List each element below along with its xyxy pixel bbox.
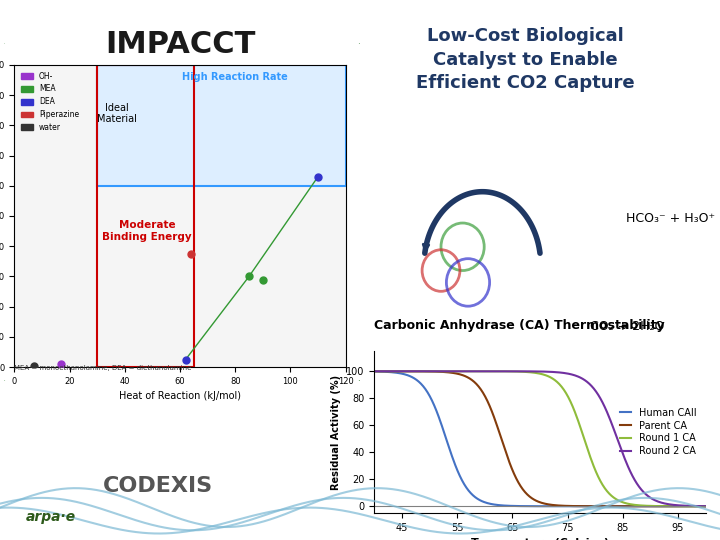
X-axis label: Heat of Reaction (kJ/mol): Heat of Reaction (kJ/mol) xyxy=(119,392,241,401)
Round 1 CA xyxy=(566,399,575,405)
Text: Moderate
Binding Energy: Moderate Binding Energy xyxy=(102,220,192,242)
Point xyxy=(180,355,192,364)
Round 2 CA xyxy=(573,373,582,380)
Text: IMPACCT: IMPACCT xyxy=(105,30,255,59)
Text: Ideal
Material: Ideal Material xyxy=(96,103,137,124)
Round 2 CA xyxy=(370,368,379,375)
Round 2 CA xyxy=(566,371,575,377)
Round 2 CA xyxy=(670,502,679,508)
Point xyxy=(312,172,324,181)
Human CAII xyxy=(372,368,380,375)
Round 2 CA xyxy=(649,496,658,503)
Parent CA xyxy=(649,503,658,509)
Round 2 CA xyxy=(567,371,576,377)
Round 1 CA xyxy=(670,503,679,509)
Text: Low-Cost Biological
Catalyst to Enable
Efficient CO2 Capture: Low-Cost Biological Catalyst to Enable E… xyxy=(416,27,635,92)
Text: CO₂ + 2H₂O: CO₂ + 2H₂O xyxy=(590,320,665,333)
Round 1 CA xyxy=(573,415,582,421)
Round 1 CA xyxy=(370,368,379,375)
Parent CA xyxy=(370,368,379,375)
Y-axis label: Residual Activity (%): Residual Activity (%) xyxy=(330,374,341,490)
Point xyxy=(185,249,197,258)
Round 2 CA xyxy=(701,503,710,509)
Round 1 CA xyxy=(649,503,658,509)
Human CAII xyxy=(649,503,658,509)
Parent CA xyxy=(701,503,710,509)
Text: High Reaction Rate: High Reaction Rate xyxy=(182,72,288,83)
Line: Human CAII: Human CAII xyxy=(374,372,706,506)
Bar xyxy=(97,65,194,367)
Text: HCO₃⁻ + H₃O⁺: HCO₃⁻ + H₃O⁺ xyxy=(626,212,716,225)
Round 1 CA xyxy=(701,503,710,509)
Legend: Human CAII, Parent CA, Round 1 CA, Round 2 CA: Human CAII, Parent CA, Round 1 CA, Round… xyxy=(616,404,701,460)
Human CAII xyxy=(567,503,576,509)
Line: Round 1 CA: Round 1 CA xyxy=(374,372,706,506)
Round 1 CA xyxy=(567,401,576,407)
Point xyxy=(28,361,40,370)
Parent CA xyxy=(372,368,380,375)
Text: arpa·e: arpa·e xyxy=(25,510,76,524)
Human CAII xyxy=(370,368,379,375)
Line: Parent CA: Parent CA xyxy=(374,372,706,506)
Human CAII xyxy=(670,503,679,509)
Point xyxy=(243,272,255,281)
Parent CA xyxy=(573,503,582,509)
Point xyxy=(257,275,269,284)
X-axis label: Temperature (Celsius): Temperature (Celsius) xyxy=(471,538,609,540)
Line: Round 2 CA: Round 2 CA xyxy=(374,372,706,506)
Text: CODEXIS: CODEXIS xyxy=(104,476,213,496)
Human CAII xyxy=(566,503,575,509)
Parent CA xyxy=(566,503,575,509)
Human CAII xyxy=(701,503,710,509)
Human CAII xyxy=(573,503,582,509)
Parent CA xyxy=(670,503,679,509)
Text: MEA = monoethanolamine, DEA = diethanolamine: MEA = monoethanolamine, DEA = diethanola… xyxy=(14,365,192,371)
Text: Carbonic Anhydrase (CA) Thermostability: Carbonic Anhydrase (CA) Thermostability xyxy=(374,319,665,332)
Bar xyxy=(97,65,346,186)
Point xyxy=(55,360,67,368)
Parent CA xyxy=(567,503,576,509)
Round 1 CA xyxy=(372,368,380,375)
Legend: OH-, MEA, DEA, Piperazine, water: OH-, MEA, DEA, Piperazine, water xyxy=(18,69,82,135)
Round 2 CA xyxy=(372,368,380,375)
